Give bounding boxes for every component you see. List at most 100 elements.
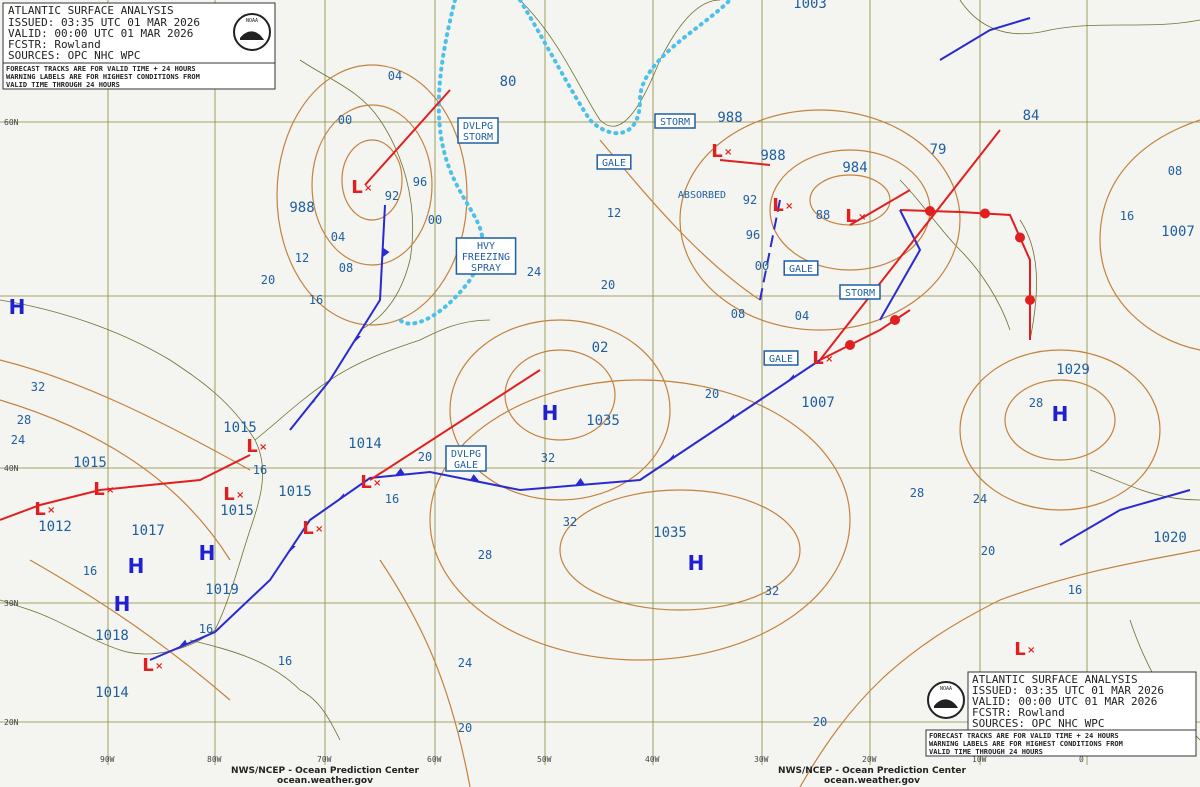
sources: SOURCES: OPC NHC WPC [972, 717, 1104, 730]
low-x: × [259, 442, 267, 453]
note: WARNING LABELS ARE FOR HIGHEST CONDITION… [929, 740, 1123, 748]
pressure-label: 984 [842, 160, 867, 176]
isobar-label: 92 [385, 189, 399, 203]
pressure-label: 80 [500, 74, 517, 90]
front-marker [287, 545, 296, 555]
cold-front [1059, 489, 1191, 546]
isobars [0, 64, 1200, 787]
low-symbol: L [845, 206, 856, 227]
front-marker [575, 478, 585, 486]
warning-label: STORM [845, 288, 875, 299]
isobar-label: 00 [428, 213, 442, 227]
annotation: ABSORBED [678, 190, 726, 201]
isobar-label: 16 [83, 564, 97, 578]
isobar-label: 04 [331, 230, 345, 244]
valid: VALID: 00:00 UTC 01 MAR 2026 [8, 27, 193, 40]
pressure-label: 1035 [653, 525, 687, 541]
low-x: × [106, 485, 114, 496]
front-marker [1015, 232, 1025, 243]
high-symbol: H [199, 541, 216, 565]
pressure-label: 1015 [278, 484, 312, 500]
isobar-label: 32 [541, 451, 555, 465]
isobar-label: 24 [11, 433, 25, 447]
pressure-label: 1020 [1153, 530, 1187, 546]
low-symbol: L [772, 195, 783, 216]
pressure-label: 84 [1023, 108, 1040, 124]
warning-label: HVY [477, 241, 495, 252]
isobar-label: 08 [1168, 164, 1182, 178]
high-symbol: H [128, 554, 145, 578]
pressure-label: 1007 [801, 395, 835, 411]
warning-label: GALE [789, 264, 813, 275]
latitude-label: 60N [4, 118, 19, 127]
pressure-label: 1019 [205, 582, 239, 598]
front-marker [352, 335, 361, 345]
low-x: × [373, 478, 381, 489]
isobar-label: 16 [278, 654, 292, 668]
low-symbol: L [142, 655, 153, 676]
isobar-label: 16 [1068, 583, 1082, 597]
front-marker [382, 247, 390, 258]
isobar-label: 08 [339, 261, 353, 275]
front-marker [177, 639, 188, 648]
longitude-label: 90W [100, 755, 115, 764]
front-marker [980, 208, 990, 219]
high-symbol: H [542, 401, 559, 425]
low-symbol: L [302, 518, 313, 539]
note-box [2, 62, 276, 90]
pressure-label: 1015 [73, 455, 107, 471]
low-symbol: L [223, 484, 234, 505]
low-symbol: L [351, 177, 362, 198]
warning-box [763, 350, 799, 366]
isobar-label: 16 [309, 293, 323, 307]
longitude-label: 50W [537, 755, 552, 764]
cold-front [939, 17, 1031, 61]
note: VALID TIME THROUGH 24 HOURS [929, 748, 1043, 756]
isobar-label: 96 [746, 228, 760, 242]
header-bottom: NOAA ATLANTIC SURFACE ANALYSIS ISSUED: 0… [925, 671, 1197, 757]
ice-edge [398, 0, 732, 326]
warning-label: DVLPG [451, 449, 481, 460]
pressure-label: 1035 [586, 413, 620, 429]
isobar-label: 24 [527, 265, 541, 279]
warning-label: GALE [454, 460, 478, 471]
note: FORECAST TRACKS ARE FOR VALID TIME + 24 … [6, 65, 196, 73]
isobar-label: 20 [981, 544, 995, 558]
isobar-label: 20 [458, 721, 472, 735]
low-symbol: L [34, 499, 45, 520]
warning-box [654, 113, 696, 129]
low-symbol: L [246, 436, 257, 457]
warning-label: STORM [463, 132, 493, 143]
low-x: × [315, 524, 323, 535]
footer-website: ocean.weather.gov [277, 776, 373, 786]
front-marker [1025, 295, 1035, 305]
low-x: × [825, 354, 833, 365]
pressure-label: 1007 [1161, 224, 1195, 240]
low-symbol: L [93, 479, 104, 500]
isobar-label: 20 [418, 450, 432, 464]
isobar-label: 16 [1120, 209, 1134, 223]
low-x: × [47, 505, 55, 516]
warning-box [457, 117, 499, 144]
longitude-label: 80W [207, 755, 222, 764]
forecast-track [849, 189, 911, 226]
note: FORECAST TRACKS ARE FOR VALID TIME + 24 … [929, 732, 1119, 740]
low-x: × [236, 490, 244, 501]
isobar-label: 24 [458, 656, 472, 670]
high-symbol: H [114, 592, 131, 616]
pressure-label: 1003 [793, 0, 827, 12]
warm-front [0, 454, 251, 521]
isobar-label: 04 [388, 69, 402, 83]
pressure-label: 1012 [38, 519, 72, 535]
isobar-label: 96 [413, 175, 427, 189]
pressure-label: 1029 [1056, 362, 1090, 378]
pressure-label: 1014 [348, 436, 382, 452]
front-marker [845, 340, 855, 350]
low-symbol: L [812, 348, 823, 369]
warning-label: SPRAY [471, 263, 501, 274]
warning-label: GALE [602, 158, 626, 169]
front-marker [925, 206, 935, 216]
valid: VALID: 00:00 UTC 01 MAR 2026 [972, 695, 1157, 708]
isobar-label: 32 [563, 515, 577, 529]
